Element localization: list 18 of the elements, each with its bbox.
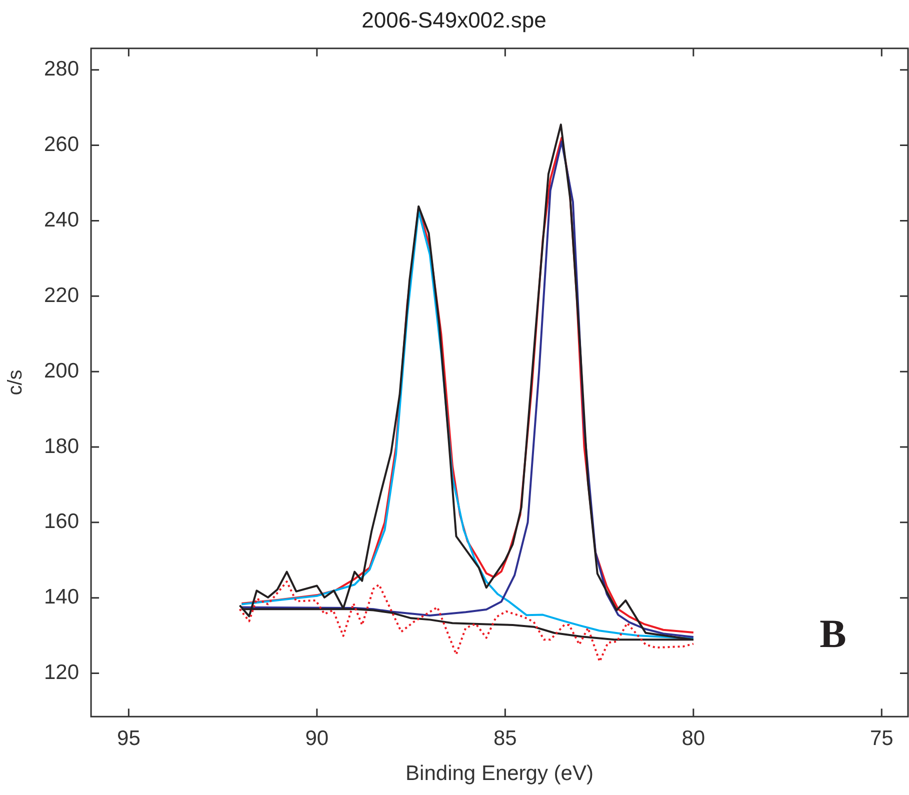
- y-tick-label: 180: [44, 434, 80, 458]
- x-axis-title: Binding Energy (eV): [406, 762, 594, 786]
- y-tick-label: 240: [44, 208, 80, 232]
- y-tick-label: 160: [44, 510, 80, 534]
- x-tick-label: 75: [870, 726, 894, 750]
- y-axis-title: c/s: [4, 370, 27, 396]
- annotation: B: [820, 610, 846, 656]
- y-tick-label: 140: [44, 586, 80, 609]
- y-tick-label: 260: [44, 133, 80, 156]
- y-tick-label: 200: [44, 359, 80, 382]
- x-tick-label: 90: [305, 726, 329, 750]
- y-tick-label: 220: [44, 284, 80, 307]
- y-tick-label: 280: [44, 58, 80, 81]
- x-tick-label: 85: [493, 726, 517, 750]
- y-tick-label: 120: [44, 661, 80, 684]
- x-tick-label: 80: [682, 726, 706, 750]
- chart-title: 2006-S49x002.spe: [362, 7, 546, 32]
- x-tick-label: 95: [117, 726, 140, 750]
